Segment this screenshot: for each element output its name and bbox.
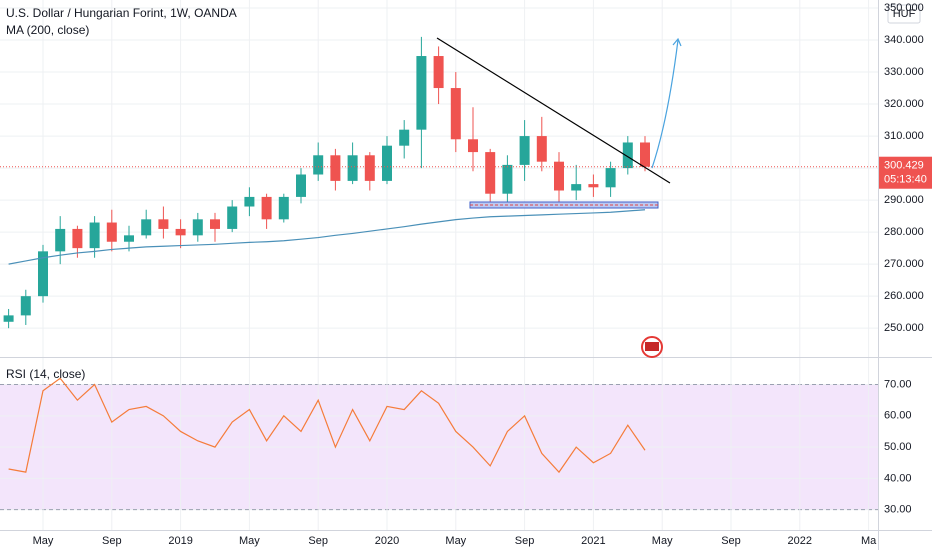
candle-body	[210, 219, 220, 229]
projection-arrow-head	[672, 37, 682, 47]
x-tick-label: Sep	[308, 535, 328, 547]
chart-title: U.S. Dollar / Hungarian Forint, 1W, OAND…	[6, 6, 237, 20]
candle-body	[244, 196, 255, 207]
event-flag	[645, 342, 659, 351]
candle-body	[485, 152, 496, 194]
candle-body	[622, 142, 633, 169]
x-tick-label: Sep	[102, 535, 122, 547]
candle-body	[278, 196, 289, 220]
rsi-legend: RSI (14, close)	[6, 367, 85, 381]
x-tick-label: 2019	[168, 535, 192, 547]
y-tick-label: 30.00	[884, 504, 912, 516]
candle-body	[519, 136, 530, 165]
candle-body	[106, 222, 117, 242]
x-tick-label: Sep	[721, 535, 741, 547]
candle-body	[20, 296, 31, 316]
y-tick-label: 310.000	[884, 130, 924, 142]
candle-body	[347, 155, 358, 181]
x-tick-label: Ma	[861, 535, 877, 547]
currency-box[interactable]	[887, 4, 921, 24]
y-tick-label: 340.000	[884, 34, 924, 46]
y-tick-label: 50.00	[884, 441, 912, 453]
last-price-label: 300.429	[884, 160, 924, 172]
y-tick-label: 270.000	[884, 258, 924, 270]
candle-body	[55, 228, 66, 252]
candle-body	[192, 219, 203, 236]
y-tick-label: 290.000	[884, 194, 924, 206]
candle-body	[536, 136, 547, 162]
y-tick-label: 70.00	[884, 378, 912, 390]
y-tick-label: 280.000	[884, 226, 924, 238]
countdown: 05:13:40	[884, 174, 927, 186]
candle-body	[3, 315, 14, 322]
candle-body	[261, 196, 272, 220]
currency-label[interactable]: HUF	[893, 8, 916, 20]
candle-body	[330, 155, 341, 181]
candle-body	[124, 235, 134, 242]
y-tick-label: 40.00	[884, 472, 912, 484]
candle-body	[640, 142, 650, 167]
x-tick-label: May	[33, 535, 54, 547]
candle-body	[433, 56, 444, 89]
x-tick-label: May	[652, 535, 673, 547]
ma-legend: MA (200, close)	[6, 23, 89, 37]
candle-body	[141, 219, 152, 236]
candle-body	[313, 155, 324, 175]
candle-body	[382, 145, 392, 181]
y-tick-label: 350.000	[884, 2, 924, 14]
x-tick-label: Sep	[515, 535, 535, 547]
x-tick-label: 2022	[788, 535, 812, 547]
projection-arrow	[651, 39, 679, 169]
ma-line	[8, 209, 646, 265]
y-tick-label: 320.000	[884, 98, 924, 110]
x-tick-label: 2020	[375, 535, 399, 547]
candle-body	[158, 219, 169, 229]
x-tick-label: May	[239, 535, 260, 547]
candle-body	[296, 174, 306, 197]
last-price-box	[879, 156, 932, 189]
candle-body	[399, 129, 410, 146]
candle-body	[227, 206, 238, 229]
candle-body	[468, 139, 478, 153]
candle-body	[89, 222, 100, 249]
grids	[0, 0, 878, 530]
y-tick-label: 250.000	[884, 322, 924, 334]
trend-line	[436, 37, 671, 184]
candle-body	[38, 251, 48, 297]
candle-body	[588, 184, 599, 188]
candle-body	[571, 184, 582, 191]
support-zone	[469, 201, 659, 209]
candle-body	[175, 228, 186, 236]
candle-body	[72, 228, 83, 249]
x-tick-label: 2021	[581, 535, 605, 547]
y-tick-label: 260.000	[884, 290, 924, 302]
x-tick-label: May	[445, 535, 466, 547]
candle-body	[554, 161, 564, 191]
marks	[0, 36, 878, 474]
candle-body	[364, 155, 375, 181]
rsi-line	[8, 377, 646, 474]
candle-body	[416, 56, 427, 130]
candle-body	[605, 168, 616, 188]
y-tick-label: 60.00	[884, 410, 912, 422]
candle-body	[502, 164, 513, 194]
y-tick-label: 330.000	[884, 66, 924, 78]
candle-body	[450, 88, 461, 140]
